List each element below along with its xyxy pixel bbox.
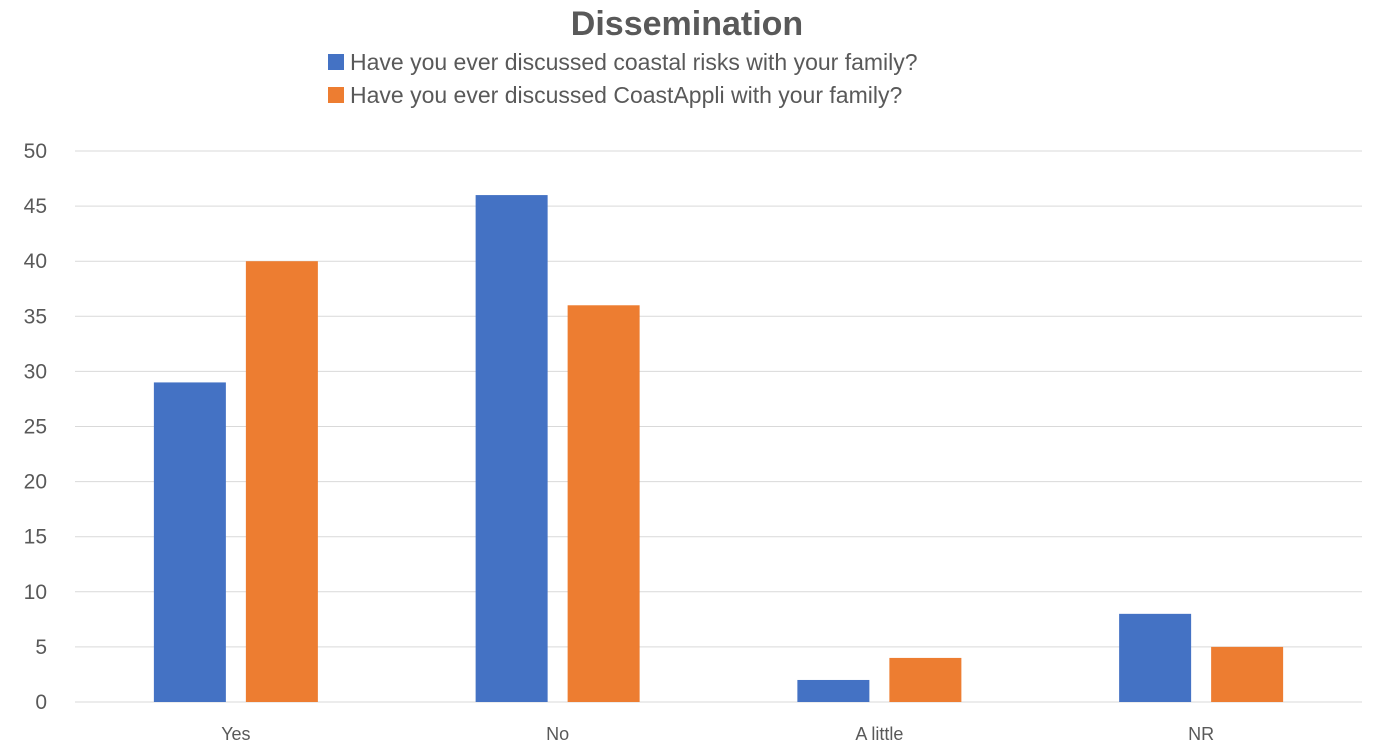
y-tick-label-35: 35: [24, 305, 47, 328]
y-tick-label-5: 5: [35, 636, 47, 659]
legend: Have you ever discussed coastal risks wi…: [328, 49, 918, 108]
x-tick-label-no: No: [546, 724, 569, 743]
y-tick-label-40: 40: [24, 250, 47, 273]
bar-no-series-1: [475, 195, 548, 702]
y-tick-label-10: 10: [24, 581, 47, 604]
y-tick-label-50: 50: [24, 140, 47, 163]
bar-nr-series-1: [1119, 613, 1192, 702]
x-tick-label-yes: Yes: [221, 724, 250, 743]
legend-label-2: Have you ever discussed CoastAppli with …: [350, 82, 902, 108]
y-axis: 0 5 10 15 20 25 30 35 40 45 50: [24, 140, 47, 714]
bar-nr-series-2: [1211, 646, 1284, 702]
bar-yes-series-2: [245, 261, 318, 702]
x-axis: Yes No A little NR: [221, 724, 1214, 744]
bar-yes-series-1: [153, 382, 226, 702]
bar-a-little-series-2: [889, 657, 962, 702]
y-tick-label-0: 0: [35, 691, 47, 714]
legend-label-1: Have you ever discussed coastal risks wi…: [350, 49, 918, 75]
chart-title: Dissemination: [571, 5, 803, 43]
y-tick-label-25: 25: [24, 416, 47, 439]
legend-swatch-2: [328, 87, 344, 103]
y-tick-label-15: 15: [24, 526, 47, 549]
legend-swatch-1: [328, 54, 344, 70]
y-tick-label-45: 45: [24, 195, 47, 218]
y-tick-label-20: 20: [24, 471, 47, 494]
bars: [153, 195, 1284, 702]
x-tick-label-a-little: A little: [855, 724, 903, 743]
bar-no-series-2: [567, 305, 640, 702]
bar-a-little-series-1: [797, 679, 870, 702]
x-tick-label-nr: NR: [1188, 724, 1214, 743]
y-tick-label-30: 30: [24, 360, 47, 383]
